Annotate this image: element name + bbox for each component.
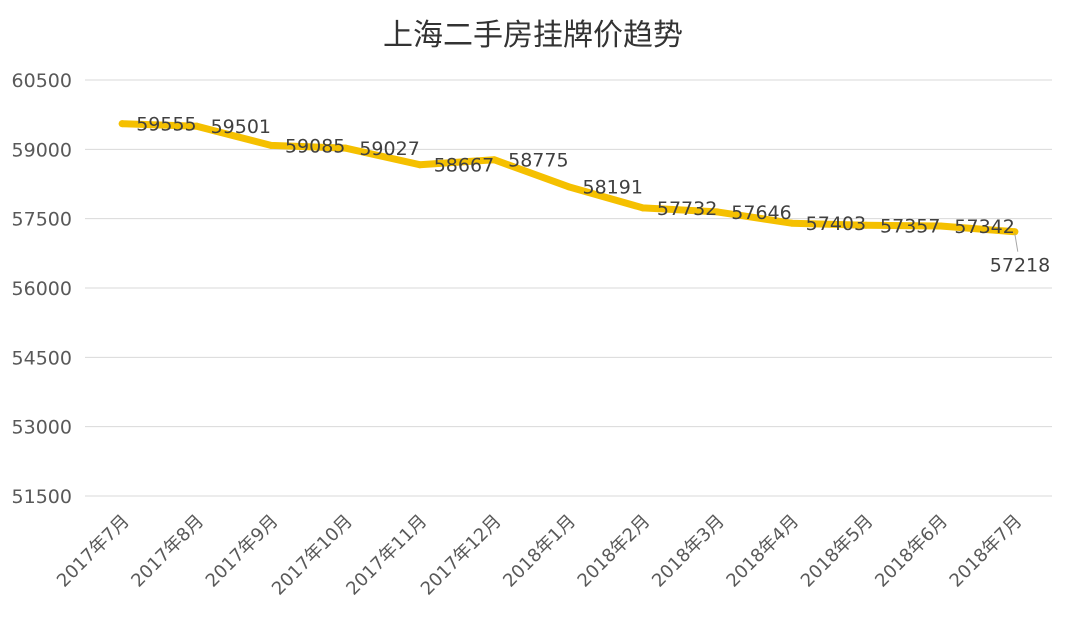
y-tick-label: 51500 — [12, 486, 72, 508]
x-tick-label: 2018年2月 — [574, 511, 655, 592]
data-label: 59501 — [211, 116, 271, 138]
data-point — [267, 141, 275, 149]
data-point — [341, 144, 349, 152]
x-tick-label: 2018年3月 — [648, 511, 729, 592]
y-tick-label: 59000 — [12, 139, 72, 161]
x-tick-label: 2017年9月 — [202, 511, 283, 592]
data-label: 57732 — [657, 198, 717, 220]
data-point — [416, 161, 424, 169]
x-tick-label: 2017年8月 — [127, 511, 208, 592]
data-label: 58775 — [508, 150, 568, 172]
data-label: 57403 — [806, 213, 866, 235]
data-label: 59085 — [285, 135, 345, 157]
data-label: 57342 — [954, 216, 1014, 238]
data-labels: 59555 59501 59085 59027 58667 58775 58191 57732… — [136, 114, 1050, 277]
x-tick-label: 2017年12月 — [417, 511, 506, 600]
y-tick-label: 53000 — [12, 417, 72, 439]
data-label: 57218 — [990, 255, 1050, 277]
data-point — [788, 219, 796, 227]
data-point — [936, 222, 944, 230]
data-point — [118, 120, 126, 128]
series-layer — [118, 120, 1019, 236]
x-tick-label: 2017年7月 — [53, 511, 134, 592]
data-point — [565, 183, 572, 191]
data-label: 57646 — [731, 202, 791, 224]
data-point — [1011, 228, 1019, 236]
data-point — [193, 122, 201, 130]
y-axis-ticks: 51500 53000 54500 56000 57500 59000 60500 — [12, 70, 72, 508]
data-label: 58667 — [434, 155, 494, 177]
data-point — [713, 208, 721, 216]
x-tick-label: 2018年5月 — [797, 511, 878, 592]
data-point — [490, 156, 498, 164]
y-tick-label: 56000 — [12, 278, 72, 300]
data-point — [862, 221, 870, 229]
y-tick-label: 57500 — [12, 209, 72, 231]
x-tick-label: 2018年6月 — [871, 511, 952, 592]
data-label: 58191 — [583, 177, 643, 199]
x-tick-label: 2018年4月 — [722, 511, 803, 592]
data-label: 57357 — [880, 215, 940, 237]
x-tick-label: 2018年1月 — [499, 511, 580, 592]
x-axis-ticks: 2017年7月2017年8月2017年9月2017年10月2017年11月201… — [53, 511, 1026, 600]
x-tick-label: 2018年7月 — [946, 511, 1027, 592]
data-label: 59027 — [359, 138, 419, 160]
gridlines — [85, 79, 1052, 497]
y-tick-label: 54500 — [12, 347, 72, 369]
data-label: 59555 — [136, 114, 196, 136]
chart-title: 上海二手房挂牌价趋势 — [383, 18, 683, 53]
data-point — [639, 204, 647, 212]
leader-line — [1014, 233, 1019, 252]
y-tick-label: 60500 — [12, 70, 72, 92]
